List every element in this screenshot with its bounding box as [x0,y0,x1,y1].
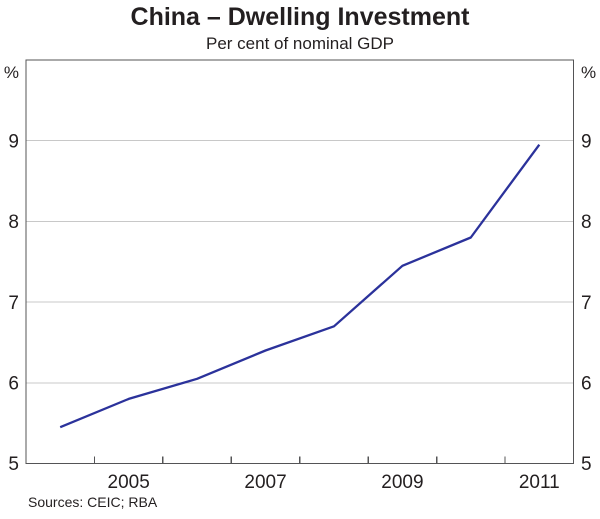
y-tick-label-right-8: 8 [581,212,592,233]
y-tick-label-left-6: 6 [8,373,19,394]
y-axis-unit-left: % [4,63,19,82]
data-line-dwelling-investment [59,144,541,429]
x-tick-label-2005: 2005 [108,472,150,493]
plot-frame [25,59,575,465]
x-tick-label-2011: 2011 [519,472,560,493]
chart-subtitle: Per cent of nominal GDP [205,34,395,53]
sources-note: Sources: CEIC; RBA [28,494,158,510]
y-tick-label-right-6: 6 [581,373,592,394]
y-tick-label-right-9: 9 [581,131,592,152]
x-tick-label-2009: 2009 [381,472,423,493]
y-axis-unit-right: % [581,63,596,82]
y-tick-label-left-8: 8 [8,212,19,233]
y-tick-label-left-7: 7 [8,293,19,314]
y-tick-label-right-7: 7 [581,293,592,314]
y-tick-label-left-5: 5 [8,454,19,475]
x-tick-label-2007: 2007 [244,472,286,493]
y-tick-label-left-9: 9 [8,131,19,152]
chart-title: China – Dwelling Investment [130,3,470,31]
y-tick-label-right-5: 5 [581,454,592,475]
